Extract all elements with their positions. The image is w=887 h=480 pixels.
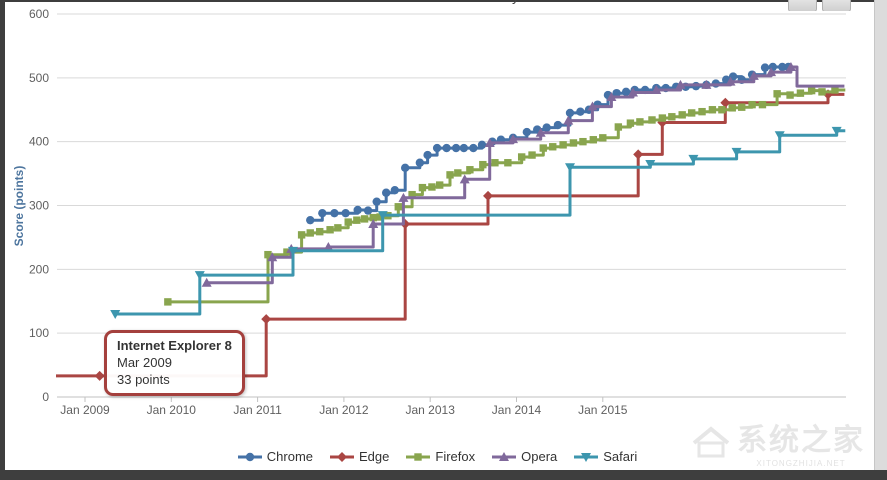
legend-item-edge[interactable]: Edge (330, 449, 389, 464)
legend: Chrome Edge Firefox Opera Safari (0, 449, 875, 464)
x-tick-label: Jan 2009 (60, 403, 110, 417)
x-tick-label: Jan 2014 (492, 403, 542, 417)
diamond-marker-icon (330, 451, 355, 462)
clipped-chart-title: y (512, 0, 519, 5)
tooltip-value: 33 points (117, 372, 170, 387)
series-safari[interactable] (110, 126, 846, 320)
circle-marker-icon (237, 452, 262, 461)
export-menu-button[interactable] (822, 0, 851, 11)
y-tick-label: 0 (42, 390, 49, 404)
x-tick-label: Jan 2012 (319, 403, 369, 417)
x-tick-label: Jan 2013 (406, 403, 456, 417)
vertical-scrollbar[interactable] (874, 0, 887, 470)
series-firefox[interactable] (164, 86, 846, 306)
square-marker-icon (406, 452, 431, 461)
y-tick-label: 600 (29, 7, 49, 21)
legend-label: Opera (521, 449, 558, 464)
legend-item-opera[interactable]: Opera (492, 449, 557, 464)
legend-item-firefox[interactable]: Firefox (406, 449, 475, 464)
y-tick-label: 500 (29, 71, 49, 85)
tooltip-title: Internet Explorer 8 (117, 338, 232, 353)
legend-label: Chrome (266, 449, 314, 464)
window-top-edge (0, 0, 790, 2)
tooltip-date: Mar 2009 (117, 355, 172, 370)
y-tick-label: 300 (29, 199, 49, 213)
legend-label: Safari (603, 449, 638, 464)
x-tick-label: Jan 2011 (233, 403, 282, 417)
series-line (115, 129, 846, 316)
x-tick-label: Jan 2015 (578, 403, 628, 417)
export-toolbar (786, 0, 856, 11)
triangle-down-marker-icon (574, 452, 599, 462)
print-button[interactable] (788, 0, 817, 11)
y-tick-label: 200 (29, 262, 49, 276)
series-chrome[interactable] (306, 62, 793, 225)
tooltip: Internet Explorer 8 Mar 2009 33 points (104, 330, 245, 396)
triangle-up-marker-icon (492, 451, 517, 461)
y-tick-label: 400 (29, 135, 49, 149)
y-tick-label: 100 (29, 326, 49, 340)
legend-item-chrome[interactable]: Chrome (237, 449, 314, 464)
x-tick-label: Jan 2010 (147, 403, 197, 417)
y-axis-title: Score (points) (12, 165, 26, 247)
legend-label: Firefox (435, 449, 476, 464)
legend-item-safari[interactable]: Safari (574, 449, 637, 464)
legend-label: Edge (359, 449, 390, 464)
